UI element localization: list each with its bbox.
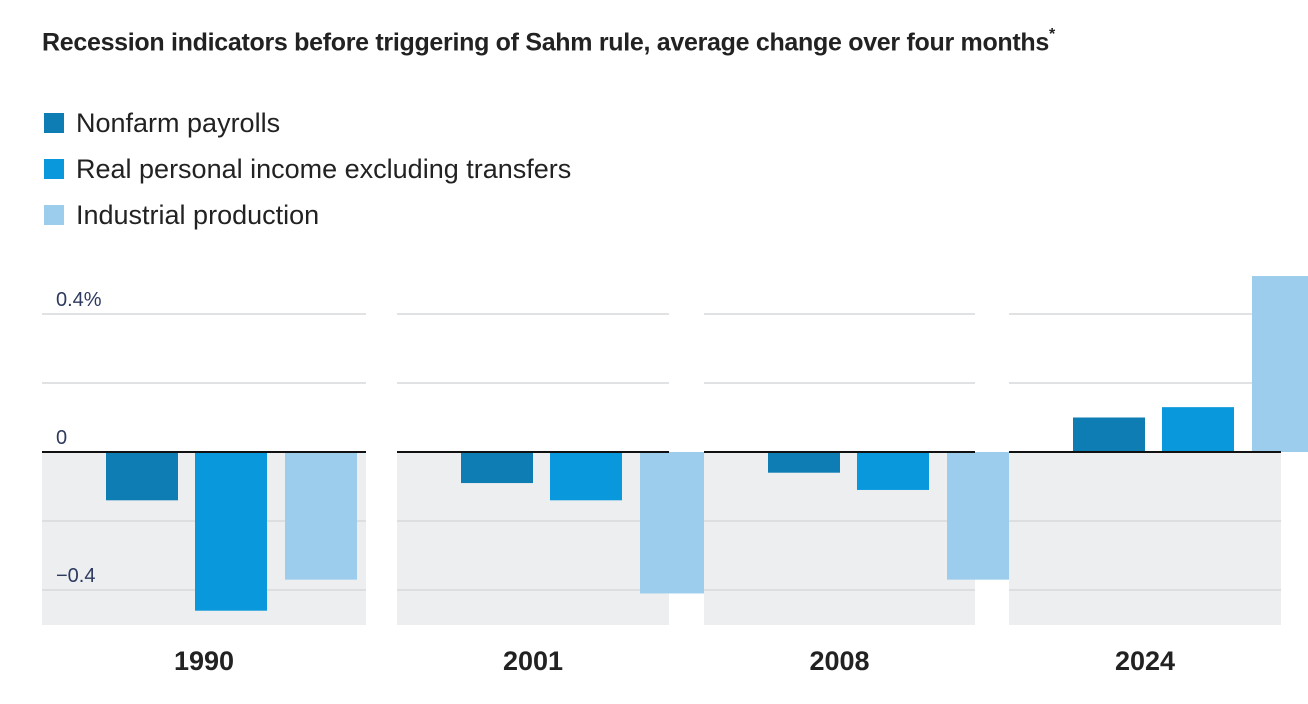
legend-swatch-industrial [44, 205, 64, 225]
legend-item-nonfarm: Nonfarm payrolls [44, 100, 571, 146]
panel-negative-bg-2024 [1009, 452, 1281, 625]
legend-label-industrial: Industrial production [76, 199, 320, 230]
bar-2024-series-1 [1073, 417, 1145, 452]
bar-2008-series-1 [768, 452, 840, 473]
chart-title: Recession indicators before triggering o… [42, 26, 1055, 57]
bar-2008-series-3 [947, 452, 1019, 580]
bar-2001-series-3 [640, 452, 712, 594]
panel-label-2008: 2008 [809, 646, 869, 676]
legend-label-nonfarm: Nonfarm payrolls [76, 107, 281, 138]
panel-negative-bg-2008 [704, 452, 975, 625]
panel-label-1990: 1990 [174, 646, 234, 676]
chart-plot: 1990 2001 2008 2024 0.4% 0 −0.4 [42, 276, 1308, 676]
y-tick-label-4: −0.4 [56, 565, 95, 587]
y-tick-label-2: 0 [56, 427, 67, 449]
bar-1990-series-1 [106, 452, 178, 501]
chart-title-text: Recession indicators before triggering o… [42, 28, 1049, 57]
panel-label-2024: 2024 [1115, 646, 1175, 676]
bar-1990-series-3 [285, 452, 357, 580]
panel-label-2001: 2001 [503, 646, 563, 676]
bar-1990-series-2 [195, 452, 267, 611]
bar-2008-series-2 [857, 452, 929, 490]
bar-2024-series-2 [1162, 407, 1234, 452]
bar-2001-series-2 [550, 452, 622, 501]
legend-item-income: Real personal income excluding transfers [44, 146, 571, 192]
legend-label-income: Real personal income excluding transfers [76, 153, 572, 184]
legend-item-industrial: Industrial production [44, 192, 571, 238]
legend-swatch-nonfarm [44, 113, 64, 133]
bar-2024-series-3 [1252, 276, 1308, 452]
title-footnote-marker: * [1049, 26, 1055, 43]
legend-swatch-income [44, 159, 64, 179]
chart-legend: Nonfarm payrolls Real personal income ex… [44, 100, 571, 238]
bar-2001-series-1 [461, 452, 533, 484]
y-tick-label-0: 0.4% [56, 289, 102, 311]
